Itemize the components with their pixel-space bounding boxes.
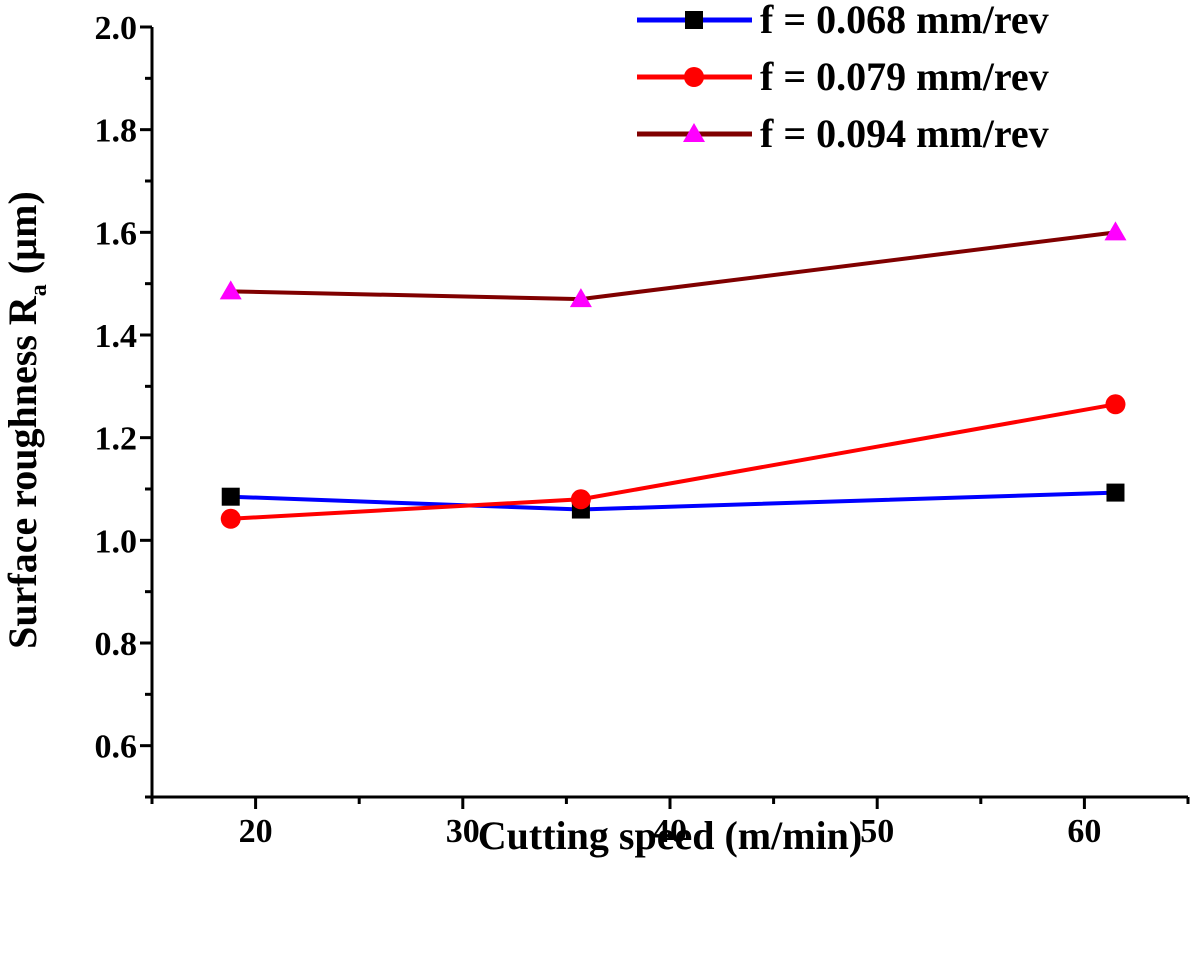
data-point bbox=[569, 288, 592, 308]
x-tick-label: 40 bbox=[653, 813, 687, 850]
legend-label: f = 0.079 mm/rev bbox=[760, 54, 1049, 99]
y-axis-title-unit: (µm) bbox=[0, 191, 45, 284]
data-point bbox=[1106, 483, 1125, 502]
legend-marker bbox=[683, 123, 705, 142]
y-tick-label: 0.8 bbox=[95, 626, 138, 663]
series-2 bbox=[220, 394, 1126, 529]
series-line bbox=[230, 490, 1116, 512]
y-tick-label: 1.2 bbox=[95, 421, 138, 458]
y-axis-title-main: Surface roughness R bbox=[0, 295, 45, 649]
data-point bbox=[1105, 394, 1126, 415]
legend-item-3: f = 0.094 mm/rev bbox=[637, 111, 1049, 156]
y-tick-label: 1.4 bbox=[95, 318, 138, 355]
y-axis-title-subscript: a bbox=[26, 284, 52, 296]
y-ticks: 0.6 0.8 1.0 1.2 1.4 1.6 1.8 2.0 bbox=[95, 10, 152, 799]
data-point bbox=[220, 508, 241, 529]
x-tick-label: 50 bbox=[860, 813, 894, 850]
legend-label: f = 0.068 mm/rev bbox=[760, 0, 1049, 42]
y-axis-title: Surface roughness Ra (µm) bbox=[0, 191, 52, 649]
x-tick-label: 20 bbox=[239, 813, 273, 850]
y-tick-label: 1.0 bbox=[95, 523, 138, 560]
y-tick-label: 1.8 bbox=[95, 113, 138, 150]
legend-marker bbox=[684, 67, 704, 87]
x-ticks: 20 30 40 50 60 bbox=[150, 797, 1190, 850]
x-tick-label: 60 bbox=[1067, 813, 1101, 850]
legend-marker bbox=[685, 11, 703, 29]
series-layer bbox=[219, 221, 1127, 529]
series-line bbox=[230, 230, 1116, 302]
legend-item-2: f = 0.079 mm/rev bbox=[637, 54, 1049, 99]
y-tick-label: 2.0 bbox=[95, 10, 138, 47]
x-axis-title: Cutting speed (m/min) bbox=[478, 813, 862, 858]
data-point bbox=[221, 487, 240, 506]
series-3 bbox=[219, 221, 1127, 308]
y-tick-label: 0.6 bbox=[95, 729, 138, 766]
data-point bbox=[1104, 221, 1127, 241]
y-tick-label: 1.6 bbox=[95, 215, 138, 252]
data-point bbox=[219, 280, 242, 300]
x-tick-label: 30 bbox=[446, 813, 480, 850]
legend-item-1: f = 0.068 mm/rev bbox=[637, 0, 1049, 42]
legend-label: f = 0.094 mm/rev bbox=[760, 111, 1049, 156]
legend: f = 0.068 mm/rev f = 0.079 mm/rev f = 0.09… bbox=[637, 0, 1049, 156]
data-point bbox=[570, 489, 591, 510]
